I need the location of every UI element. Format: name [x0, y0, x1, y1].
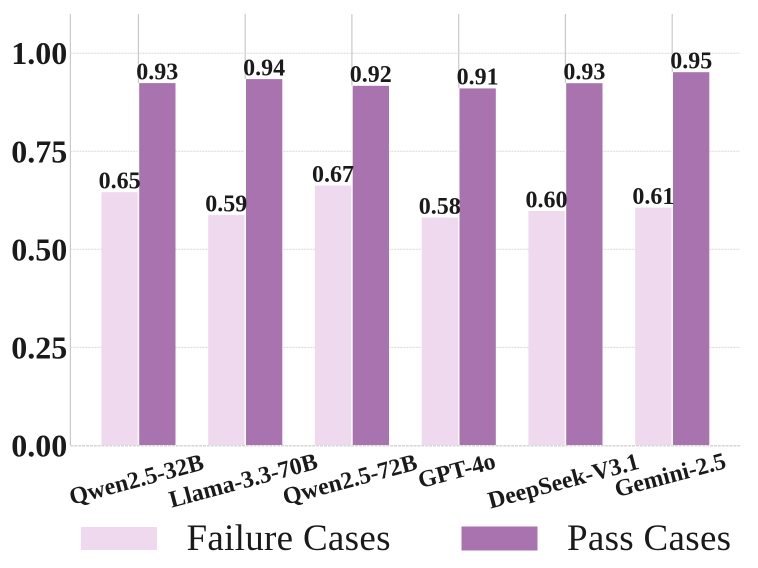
svg-text:1.00: 1.00	[11, 35, 67, 71]
svg-text:0.93: 0.93	[136, 59, 178, 85]
svg-text:0.25: 0.25	[11, 329, 67, 365]
svg-text:0.67: 0.67	[312, 162, 354, 188]
svg-text:0.00: 0.00	[11, 428, 67, 464]
svg-text:0.91: 0.91	[457, 65, 499, 91]
svg-text:0.59: 0.59	[205, 191, 247, 217]
svg-text:0.92: 0.92	[350, 62, 392, 88]
svg-text:0.61: 0.61	[632, 184, 674, 210]
svg-text:0.60: 0.60	[526, 187, 568, 213]
svg-text:0.94: 0.94	[243, 55, 285, 81]
svg-text:0.93: 0.93	[563, 60, 605, 86]
svg-text:0.65: 0.65	[99, 169, 141, 195]
svg-text:0.95: 0.95	[670, 49, 712, 75]
svg-text:Failure Cases: Failure Cases	[187, 518, 391, 559]
svg-text:0.58: 0.58	[419, 194, 461, 220]
svg-text:0.50: 0.50	[11, 231, 67, 267]
svg-text:Pass Cases: Pass Cases	[567, 518, 731, 559]
svg-text:0.75: 0.75	[11, 133, 67, 169]
